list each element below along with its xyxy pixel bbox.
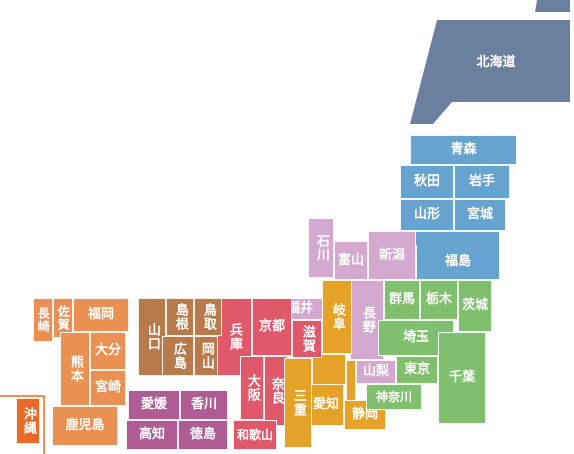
pref-aichi[interactable]: 愛知: [308, 384, 344, 426]
hokkaido-shape[interactable]: 北海道: [400, 0, 574, 135]
pref-aichi-top: [312, 354, 346, 384]
pref-okayama[interactable]: 岡山: [194, 336, 218, 376]
pref-gifu[interactable]: 岐阜: [322, 280, 352, 354]
pref-ishikawa[interactable]: 石川: [308, 218, 334, 278]
hokkaido-polygon[interactable]: [410, 20, 570, 124]
hokkaido-label: 北海道: [476, 54, 515, 70]
pref-tokushima[interactable]: 徳島: [178, 420, 228, 450]
pref-fukuoka[interactable]: 福岡: [73, 298, 129, 332]
pref-iwate[interactable]: 岩手: [454, 165, 510, 199]
pref-ibaraki[interactable]: 茨城: [458, 280, 492, 332]
pref-wakayama[interactable]: 和歌山: [233, 420, 277, 450]
pref-kochi[interactable]: 高知: [126, 420, 178, 450]
pref-mie[interactable]: 三重: [284, 358, 312, 448]
okinawa-separator: [0, 395, 45, 454]
pref-tottori[interactable]: 鳥取: [194, 298, 222, 336]
pref-toyama[interactable]: 富山: [334, 241, 368, 280]
pref-ehime[interactable]: 愛媛: [128, 390, 180, 420]
pref-akita[interactable]: 秋田: [400, 165, 454, 199]
pref-tokyo[interactable]: 東京: [396, 356, 438, 384]
pref-miyagi[interactable]: 宮城: [454, 199, 506, 231]
pref-kumamoto[interactable]: 熊本: [60, 332, 90, 406]
pref-shimane[interactable]: 島根: [166, 298, 194, 336]
pref-gunma[interactable]: 群馬: [384, 280, 420, 320]
pref-shiga[interactable]: 滋賀: [292, 320, 322, 358]
pref-shizuoka-top: [346, 360, 356, 400]
pref-kanagawa[interactable]: 神奈川: [366, 384, 422, 410]
pref-oita[interactable]: 大分: [90, 332, 126, 370]
pref-miyazaki[interactable]: 宮崎: [90, 370, 126, 406]
pref-nagasaki[interactable]: 長崎: [33, 298, 53, 342]
pref-okinawa[interactable]: 沖縄: [16, 398, 40, 444]
pref-fukushima[interactable]: 福島: [416, 244, 500, 280]
pref-tochigi[interactable]: 栃木: [420, 280, 458, 320]
pref-kyoto[interactable]: 京都: [252, 298, 292, 356]
pref-niigata[interactable]: 新潟: [368, 231, 416, 280]
pref-hiroshima[interactable]: 広島: [162, 336, 194, 376]
hokkaido-island: [535, 0, 570, 12]
pref-kagawa[interactable]: 香川: [180, 390, 228, 420]
pref-chiba[interactable]: 千葉: [438, 332, 486, 424]
pref-kagoshima[interactable]: 鹿児島: [52, 406, 118, 446]
pref-osaka[interactable]: 大阪: [240, 356, 264, 420]
pref-yamanashi[interactable]: 山梨: [356, 360, 396, 384]
pref-yamagata[interactable]: 山形: [400, 199, 454, 231]
pref-aomori[interactable]: 青森: [410, 135, 517, 165]
